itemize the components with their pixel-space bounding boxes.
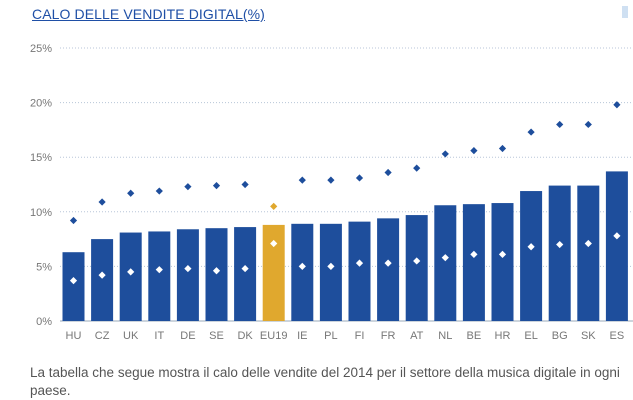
high-marker-es: [613, 101, 621, 109]
bar-hr: [491, 203, 514, 321]
bar-bg: [548, 185, 571, 321]
y-tick-label: 5%: [36, 261, 52, 273]
bar-de: [176, 229, 199, 321]
x-tick-label: CZ: [95, 330, 110, 342]
bar-uk: [119, 232, 142, 321]
low-marker-es: [613, 232, 621, 240]
bar-nl: [434, 205, 457, 321]
high-marker-de: [184, 183, 192, 191]
y-tick-label: 10%: [30, 207, 52, 219]
low-marker-nl: [441, 254, 449, 262]
low-marker-hr: [498, 250, 507, 258]
high-marker-ie: [298, 176, 306, 184]
high-marker-bg: [556, 120, 564, 129]
x-tick-label: SK: [581, 330, 596, 342]
x-tick-label: IE: [297, 330, 307, 342]
high-marker-se: [212, 181, 221, 190]
low-marker-eu19: [270, 239, 278, 248]
bar-eu19: [262, 224, 285, 321]
bar-pl: [319, 223, 342, 321]
bar-es: [605, 171, 628, 321]
bar-hu: [62, 252, 85, 321]
high-marker-eu19: [270, 202, 278, 210]
high-marker-nl: [441, 150, 449, 158]
low-marker-it: [155, 266, 163, 274]
x-tick-label: HR: [495, 330, 511, 342]
high-marker-hu: [69, 216, 78, 225]
high-marker-uk: [127, 189, 135, 197]
x-tick-label: EL: [524, 330, 537, 342]
low-marker-se: [212, 267, 221, 275]
low-marker-fr: [384, 259, 392, 267]
low-marker-el: [527, 243, 535, 251]
bar-be: [462, 204, 485, 321]
bar-it: [148, 231, 171, 321]
x-tick-label: ES: [610, 330, 625, 342]
x-tick-label: AT: [410, 330, 424, 342]
high-marker-it: [155, 187, 163, 195]
high-marker-dk: [241, 180, 249, 189]
x-tick-label: HU: [66, 330, 82, 342]
high-marker-el: [527, 128, 535, 136]
bar-at: [405, 215, 428, 321]
bar-dk: [234, 227, 257, 321]
bar-fr: [377, 218, 400, 321]
low-marker-cz: [98, 271, 106, 279]
low-marker-hu: [69, 276, 78, 285]
y-tick-label: 25%: [30, 43, 52, 55]
x-tick-label: NL: [438, 330, 452, 342]
bar-cz: [91, 239, 114, 321]
corner-marker: [622, 6, 628, 18]
x-tick-label: FI: [355, 330, 365, 342]
y-tick-label: 20%: [30, 98, 52, 110]
high-marker-pl: [327, 176, 335, 184]
high-marker-cz: [98, 198, 106, 206]
bar-ie: [291, 223, 314, 321]
low-marker-uk: [127, 268, 135, 276]
high-marker-hr: [498, 144, 507, 153]
bar-el: [520, 191, 543, 321]
low-marker-de: [184, 264, 192, 273]
x-tick-label: BE: [467, 330, 482, 342]
low-marker-bg: [556, 240, 564, 249]
chart-title[interactable]: CALO DELLE VENDITE DIGITAL(%): [32, 6, 265, 22]
x-tick-label: DK: [237, 330, 253, 342]
low-marker-sk: [584, 239, 592, 248]
bar-chart: 0% 5% 10% 15% 20% 25% HU CZ UK IT DE SE DK EU19 IE PL FI…: [30, 43, 633, 342]
bar-sk: [577, 185, 600, 321]
high-marker-be: [470, 147, 478, 155]
bar-fi: [348, 221, 371, 321]
y-tick-label: 15%: [30, 152, 52, 164]
low-marker-pl: [327, 262, 335, 270]
low-marker-at: [413, 257, 421, 265]
x-tick-label: UK: [123, 330, 139, 342]
caption-text: La tabella che segue mostra il calo dell…: [30, 365, 620, 398]
high-marker-fi: [355, 174, 364, 182]
x-tick-label: FR: [381, 330, 396, 342]
low-marker-dk: [241, 264, 249, 273]
x-tick-label: EU19: [260, 330, 288, 342]
x-tick-label: SE: [209, 330, 224, 342]
low-marker-ie: [298, 262, 306, 270]
low-marker-be: [470, 250, 478, 258]
high-marker-fr: [384, 168, 392, 177]
x-tick-label: DE: [180, 330, 195, 342]
x-tick-label: PL: [324, 330, 337, 342]
y-tick-label: 0%: [36, 316, 52, 328]
x-tick-label: IT: [154, 330, 164, 342]
low-marker-fi: [355, 259, 364, 267]
x-tick-label: BG: [552, 330, 568, 342]
high-marker-at: [413, 164, 421, 172]
bar-se: [205, 228, 228, 321]
high-marker-sk: [584, 120, 592, 129]
